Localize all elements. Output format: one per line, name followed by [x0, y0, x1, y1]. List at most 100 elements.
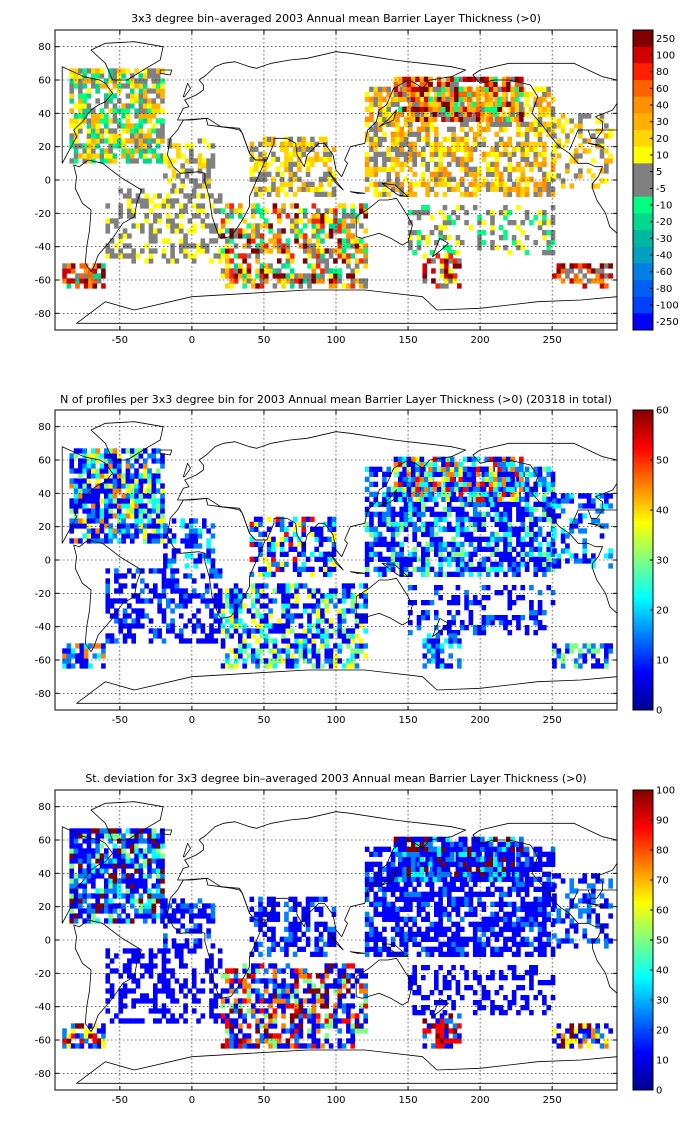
- bin-cell: [382, 151, 387, 157]
- bin-cell: [320, 278, 325, 284]
- bin-cell: [125, 148, 131, 154]
- bin-cell: [298, 208, 304, 214]
- bin-cell: [542, 496, 547, 502]
- bin-cell: [147, 118, 152, 124]
- bin-cell: [82, 478, 87, 484]
- bin-cell: [315, 613, 321, 619]
- bin-cell: [402, 91, 407, 97]
- bin-cell: [73, 838, 79, 844]
- bin-cell: [359, 208, 364, 214]
- bin-cell: [373, 101, 379, 107]
- bin-cell: [95, 503, 100, 509]
- bin-cell: [386, 546, 392, 552]
- bin-cell: [493, 476, 498, 482]
- bin-cell: [542, 230, 547, 236]
- bin-cell: [121, 538, 126, 544]
- bin-cell: [213, 568, 219, 574]
- bin-cell: [95, 73, 100, 79]
- bin-cell: [472, 171, 478, 177]
- bin-cell: [108, 118, 113, 124]
- bin-cell: [170, 608, 175, 614]
- bin-cell: [165, 218, 171, 224]
- bin-cell: [501, 86, 507, 92]
- bin-cell: [433, 571, 439, 577]
- bin-cell: [537, 186, 543, 192]
- bin-cell: [73, 903, 79, 909]
- bin-cell: [109, 238, 115, 244]
- bin-cell: [408, 181, 413, 187]
- bin-cell: [494, 116, 500, 122]
- bin-cell: [403, 516, 409, 522]
- bin-cell: [217, 588, 223, 594]
- bin-cell: [95, 458, 100, 464]
- bin-cell: [490, 186, 495, 192]
- bin-cell: [560, 493, 566, 499]
- bin-cell: [125, 913, 131, 919]
- bin-cell: [108, 458, 113, 464]
- bin-cell: [359, 248, 364, 254]
- bin-cell: [481, 546, 487, 552]
- bin-cell: [210, 158, 216, 164]
- bin-cell: [428, 101, 433, 107]
- bin-cell: [178, 638, 184, 644]
- bin-cell: [147, 88, 152, 94]
- bin-cell: [369, 116, 374, 122]
- bin-cell: [529, 600, 534, 606]
- bin-cell: [294, 633, 299, 639]
- bin-cell: [134, 518, 139, 524]
- bin-cell: [373, 86, 379, 92]
- bin-cell: [429, 111, 435, 117]
- bin-cell: [446, 250, 452, 256]
- bin-cell: [242, 243, 247, 249]
- bin-cell: [331, 551, 337, 557]
- bin-cell: [582, 553, 588, 559]
- bin-cell: [451, 106, 456, 112]
- bin-cell: [204, 193, 210, 199]
- bin-cell: [69, 83, 75, 89]
- bin-cell: [73, 153, 79, 159]
- bin-cell: [419, 481, 425, 487]
- bin-cell: [454, 106, 459, 112]
- bin-cell: [468, 561, 474, 567]
- bin-cell: [75, 273, 80, 279]
- bin-cell: [82, 858, 87, 864]
- bin-cell: [116, 508, 122, 514]
- bin-cell: [250, 598, 256, 604]
- bin-cell: [91, 128, 96, 134]
- bin-cell: [445, 76, 451, 82]
- bin-cell: [109, 613, 115, 619]
- bin-cell: [433, 171, 439, 177]
- bin-cell: [101, 263, 106, 269]
- bin-cell: [363, 628, 368, 634]
- bin-cell: [446, 551, 452, 557]
- bin-cell: [302, 223, 308, 229]
- bin-cell: [279, 526, 285, 532]
- bin-cell: [533, 131, 539, 137]
- bin-cell: [91, 148, 96, 154]
- bin-cell: [301, 526, 307, 532]
- bin-cell: [225, 628, 230, 634]
- bin-cell: [131, 618, 136, 624]
- bin-cell: [369, 106, 374, 112]
- bin-cell: [73, 488, 79, 494]
- bin-cell: [514, 116, 520, 122]
- bin-cell: [503, 245, 508, 251]
- bin-cell: [490, 506, 495, 512]
- bin-cell: [468, 516, 474, 522]
- bin-cell: [604, 168, 609, 174]
- bin-cell: [263, 248, 269, 254]
- bin-cell: [425, 561, 430, 567]
- bin-cell: [497, 456, 503, 462]
- bin-cell: [114, 613, 119, 619]
- bin-cell: [363, 283, 368, 289]
- bin-cell: [305, 516, 311, 522]
- bin-cell: [279, 141, 285, 147]
- bin-cell: [546, 171, 552, 177]
- bin-cell: [294, 658, 299, 664]
- bin-cell: [377, 86, 383, 92]
- bin-cell: [415, 491, 420, 497]
- bin-cell: [140, 598, 145, 604]
- bin-cell: [464, 600, 469, 606]
- bin-cell: [604, 493, 609, 499]
- bin-cell: [399, 86, 405, 92]
